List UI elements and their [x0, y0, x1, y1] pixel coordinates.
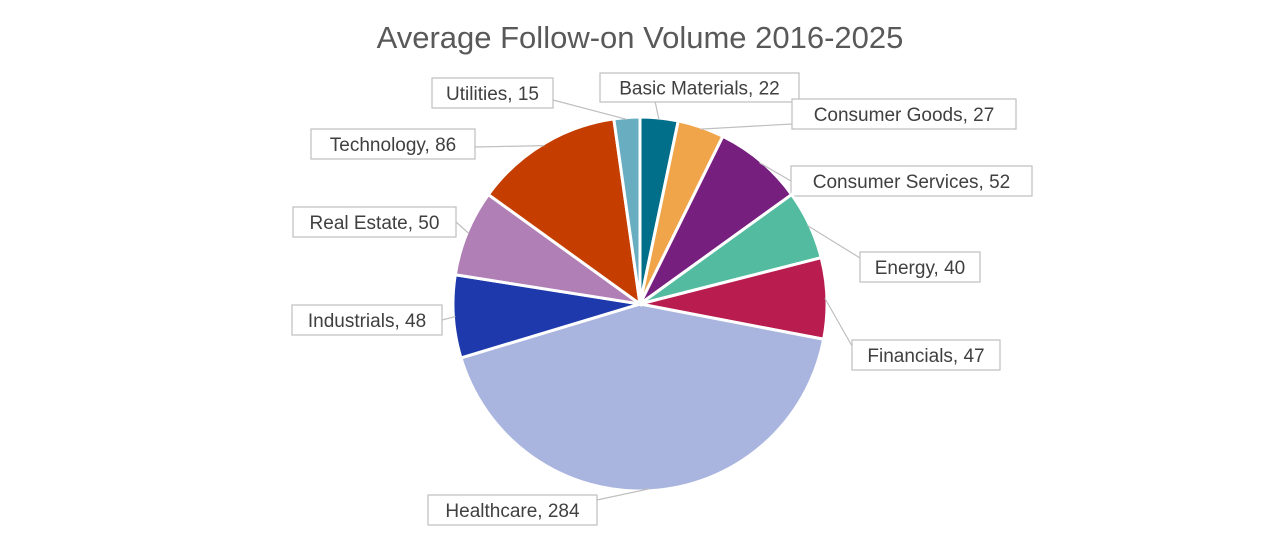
data-label-box — [291, 304, 443, 336]
data-label: Consumer Goods, 27 — [814, 105, 995, 126]
leader-line — [552, 99, 628, 121]
data-label-box — [851, 339, 1001, 371]
data-label: Healthcare, 284 — [445, 501, 580, 522]
data-label-box — [431, 77, 554, 109]
pie-slice-healthcare — [459, 302, 826, 493]
data-label-box — [427, 494, 598, 526]
data-label: Industrials, 48 — [308, 311, 426, 332]
pie-slice-utilities — [612, 115, 642, 305]
leader-line — [700, 123, 793, 130]
data-label-box — [790, 165, 1033, 197]
data-label: Consumer Services, 52 — [813, 172, 1010, 193]
data-label: Basic Materials, 22 — [619, 79, 780, 100]
data-label-box — [292, 206, 457, 238]
data-label-box — [859, 251, 981, 283]
leader-line — [441, 315, 456, 321]
data-label: Utilities, 15 — [446, 84, 539, 105]
leader-line — [596, 488, 650, 501]
data-label: Financials, 47 — [867, 346, 984, 367]
leader-line — [824, 298, 853, 347]
leader-line — [455, 221, 470, 234]
leader-line — [654, 100, 660, 121]
data-label: Technology, 86 — [330, 135, 456, 156]
data-label: Energy, 40 — [875, 258, 965, 279]
leader-line — [474, 145, 545, 148]
data-label-box — [599, 72, 800, 103]
leader-line — [807, 225, 861, 259]
chart-title: Average Follow-on Volume 2016-2025 — [376, 20, 904, 55]
data-label-box — [791, 98, 1017, 130]
data-label-box — [310, 128, 476, 160]
data-label: Real Estate, 50 — [310, 213, 440, 234]
pie-slice-technology — [486, 117, 642, 308]
leader-line — [759, 162, 792, 182]
